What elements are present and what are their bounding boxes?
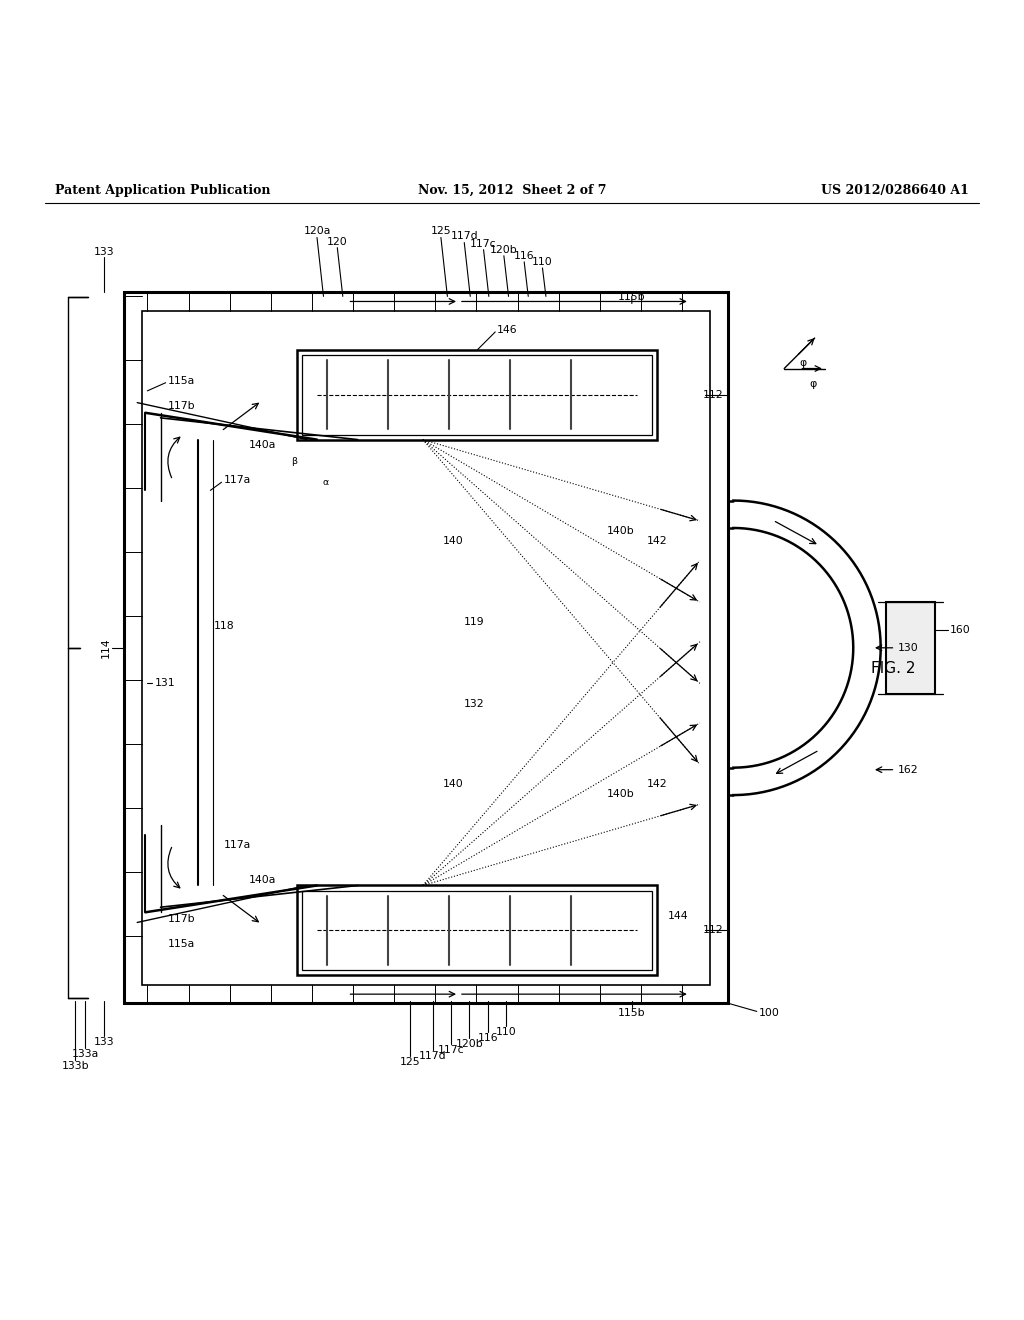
Text: 140: 140: [443, 779, 464, 789]
Text: 114: 114: [100, 638, 111, 659]
Text: 115b: 115b: [618, 1008, 646, 1019]
Text: 112: 112: [702, 925, 724, 935]
Text: 130: 130: [897, 643, 919, 653]
Text: 118: 118: [213, 622, 234, 631]
Text: 140a: 140a: [249, 440, 276, 450]
Text: 125: 125: [430, 227, 452, 236]
Text: 133a: 133a: [72, 1049, 99, 1059]
Text: 116: 116: [514, 251, 535, 261]
Text: US 2012/0286640 A1: US 2012/0286640 A1: [821, 185, 969, 197]
Text: 117c: 117c: [437, 1045, 464, 1055]
Text: 140b: 140b: [606, 789, 634, 799]
Text: 117a: 117a: [223, 475, 251, 486]
Bar: [297, 350, 657, 440]
Text: 131: 131: [155, 678, 175, 688]
Text: 140: 140: [443, 536, 464, 546]
Text: 116: 116: [477, 1032, 498, 1043]
Text: FIG. 2: FIG. 2: [870, 660, 915, 676]
Text: 132: 132: [464, 698, 484, 709]
Text: 160: 160: [949, 624, 971, 635]
Text: 133b: 133b: [61, 1061, 89, 1072]
Text: 142: 142: [647, 779, 668, 789]
Text: 133: 133: [93, 1038, 114, 1047]
Text: Patent Application Publication: Patent Application Publication: [55, 185, 270, 197]
Text: 120a: 120a: [303, 227, 331, 236]
Text: 140b: 140b: [606, 525, 634, 536]
Text: 117a: 117a: [223, 840, 251, 850]
Text: 142: 142: [647, 536, 668, 546]
Text: β: β: [292, 458, 298, 466]
Text: 144: 144: [668, 911, 688, 921]
Text: 133: 133: [93, 247, 114, 256]
Text: 125: 125: [400, 1057, 421, 1067]
Text: 120b: 120b: [490, 244, 518, 255]
Text: 117d: 117d: [451, 231, 478, 242]
Text: 120: 120: [327, 236, 348, 247]
Text: 119: 119: [464, 618, 484, 627]
Text: 117b: 117b: [168, 401, 196, 411]
Text: 146: 146: [498, 325, 518, 335]
Text: 112: 112: [702, 389, 724, 400]
Text: 117b: 117b: [168, 913, 196, 924]
Text: 120b: 120b: [456, 1039, 483, 1049]
Bar: [297, 886, 657, 975]
Text: 115a: 115a: [168, 940, 195, 949]
Text: 140a: 140a: [249, 875, 276, 886]
Bar: [302, 891, 652, 970]
Text: Nov. 15, 2012  Sheet 2 of 7: Nov. 15, 2012 Sheet 2 of 7: [418, 185, 606, 197]
Text: φ: φ: [809, 379, 816, 388]
Text: 115b: 115b: [618, 293, 646, 302]
Text: 110: 110: [532, 257, 553, 267]
Text: φ: φ: [799, 359, 806, 368]
Text: 100: 100: [759, 1008, 779, 1019]
Text: 110: 110: [496, 1027, 516, 1036]
Text: α: α: [323, 478, 329, 487]
Bar: [124, 292, 728, 1003]
Bar: [302, 355, 652, 434]
Text: 117c: 117c: [470, 239, 497, 248]
Text: 117d: 117d: [419, 1051, 446, 1061]
Text: 162: 162: [897, 764, 919, 775]
Bar: [886, 602, 935, 693]
Bar: [142, 310, 710, 985]
Text: 115a: 115a: [168, 376, 195, 385]
